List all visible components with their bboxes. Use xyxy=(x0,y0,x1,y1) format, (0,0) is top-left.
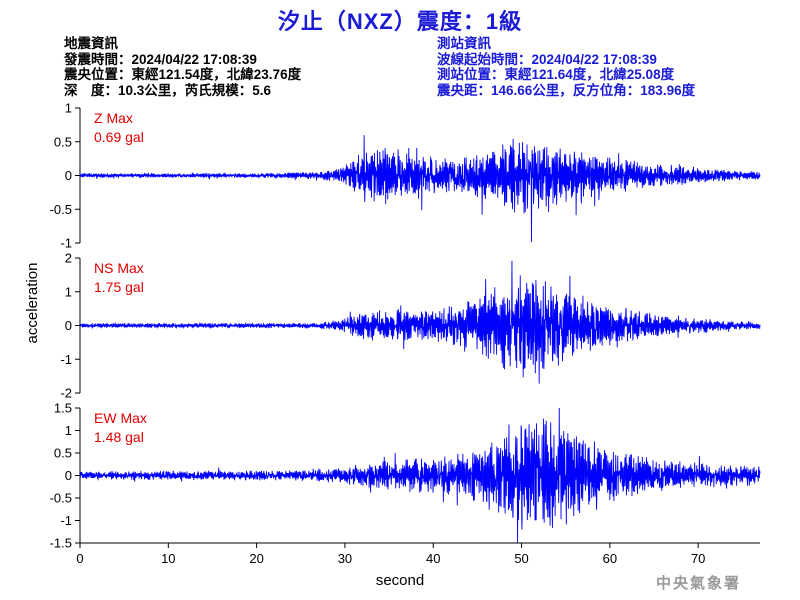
y-tick-label-ns: 2 xyxy=(65,251,72,266)
y-tick-label-ew: -0.5 xyxy=(50,491,72,506)
earthquake-info: 地震資訊 發震時間：2024/04/22 17:08:39 震央位置：東經121… xyxy=(64,36,301,98)
y-tick-label-ew: -1 xyxy=(60,513,72,528)
y-tick-label-ns: -2 xyxy=(60,386,72,401)
y-tick-label-ns: 1 xyxy=(65,284,72,299)
y-tick-label-ew: 0.5 xyxy=(54,446,72,461)
trace-z xyxy=(79,135,761,243)
max-label-z: Z Max xyxy=(94,110,133,126)
y-tick-label-z: 0 xyxy=(65,168,72,183)
x-tick-label: 40 xyxy=(426,551,440,566)
agency-watermark: 中央氣象署 xyxy=(656,574,742,592)
x-tick-label: 60 xyxy=(603,551,617,566)
max-value-ns: 1.75 gal xyxy=(94,279,144,295)
depth-magnitude: 深 度：10.3公里，芮氏規模：5.6 xyxy=(64,82,272,98)
waveform-start-time: 波線起始時間：2024/04/22 17:08:39 xyxy=(437,51,657,67)
y-tick-label-z: 1 xyxy=(65,101,72,116)
max-value-ew: 1.48 gal xyxy=(94,429,144,445)
y-tick-label-ew: 0 xyxy=(65,468,72,483)
station-info: 測站資訊 波線起始時間：2024/04/22 17:08:39 測站位置：東經1… xyxy=(437,36,695,98)
trace-ew xyxy=(79,407,761,544)
max-label-ew: EW Max xyxy=(94,410,147,426)
x-tick-label: 0 xyxy=(76,551,83,566)
x-axis-label: second xyxy=(376,572,424,589)
x-tick-label: 50 xyxy=(514,551,528,566)
page-title: 汐止（NXZ）震度：1級 xyxy=(277,9,523,34)
y-tick-label-z: 0.5 xyxy=(54,134,72,149)
y-tick-label-ew: 1.5 xyxy=(54,401,72,416)
x-tick-label: 70 xyxy=(691,551,705,566)
station-info-heading: 測站資訊 xyxy=(437,36,491,51)
epicenter-location: 震央位置：東經121.54度，北緯23.76度 xyxy=(64,67,302,82)
y-tick-label-ns: 0 xyxy=(65,318,72,333)
x-tick-label: 20 xyxy=(249,551,263,566)
y-tick-label-ew: 1 xyxy=(65,423,72,438)
station-location: 測站位置：東經121.64度，北緯25.08度 xyxy=(437,67,675,82)
y-tick-label-ew: -1.5 xyxy=(50,536,72,551)
x-tick-label: 30 xyxy=(338,551,352,566)
origin-time: 發震時間：2024/04/22 17:08:39 xyxy=(64,51,257,67)
earthquake-info-heading: 地震資訊 xyxy=(64,36,118,51)
max-label-ns: NS Max xyxy=(94,260,144,276)
y-tick-label-z: -0.5 xyxy=(50,202,72,217)
y-tick-label-ns: -1 xyxy=(60,352,72,367)
y-tick-label-z: -1 xyxy=(60,236,72,251)
y-axis-label: acceleration xyxy=(24,263,41,344)
epicentral-distance: 震央距：146.66公里，反方位角：183.96度 xyxy=(437,82,696,98)
max-value-z: 0.69 gal xyxy=(94,129,144,145)
trace-ns xyxy=(79,260,761,384)
x-tick-label: 10 xyxy=(161,551,175,566)
